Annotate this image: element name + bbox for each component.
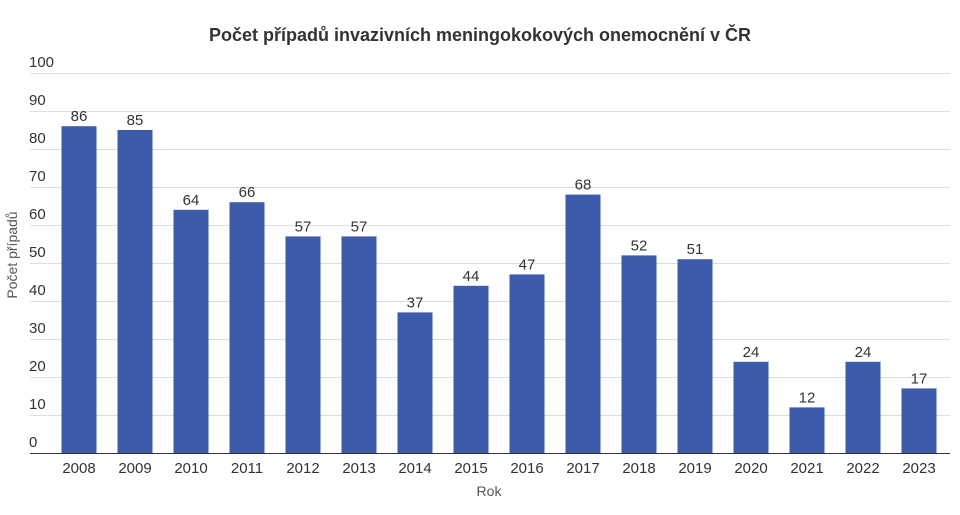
y-tick-label: 100 <box>29 54 54 71</box>
bar-value-label: 86 <box>71 108 88 125</box>
bar <box>565 194 601 453</box>
x-tick-label: 2009 <box>118 460 151 477</box>
bar <box>285 236 321 453</box>
y-tick-label: 20 <box>29 358 46 375</box>
x-tick-label: 2012 <box>286 460 319 477</box>
bar <box>173 209 209 453</box>
y-tick-label: 30 <box>29 320 46 337</box>
bar <box>677 259 713 453</box>
bar-value-label: 85 <box>127 112 144 129</box>
x-tick-label: 2021 <box>790 460 823 477</box>
grid-lines <box>30 73 950 416</box>
x-tick-label: 2013 <box>342 460 375 477</box>
bar-value-label: 51 <box>687 241 704 258</box>
bar-value-label: 57 <box>351 218 368 235</box>
x-tick-label: 2018 <box>622 460 655 477</box>
bar <box>621 255 657 453</box>
bar <box>845 361 881 453</box>
x-tick-label: 2019 <box>678 460 711 477</box>
bar-value-label: 12 <box>799 389 816 406</box>
bar-value-label: 52 <box>631 237 648 254</box>
bars <box>61 126 937 453</box>
y-axis-ticks: 0 10 20 30 40 50 60 70 80 90 100 <box>29 54 54 451</box>
x-tick-label: 2020 <box>734 460 767 477</box>
bar-value-label: 44 <box>463 268 480 285</box>
y-tick-label: 0 <box>29 434 37 451</box>
bar-value-label: 64 <box>183 192 200 209</box>
y-tick-label: 40 <box>29 282 46 299</box>
bar-value-label: 66 <box>239 184 256 201</box>
x-tick-label: 2008 <box>62 460 95 477</box>
bar-value-label: 24 <box>743 344 760 361</box>
bar <box>341 236 377 453</box>
x-tick-label: 2017 <box>566 460 599 477</box>
bar <box>733 361 769 453</box>
y-tick-label: 70 <box>29 168 46 185</box>
bar <box>509 274 545 453</box>
x-tick-label: 2023 <box>902 460 935 477</box>
bar <box>453 285 489 453</box>
bar-value-label: 17 <box>911 370 928 387</box>
y-tick-label: 90 <box>29 92 46 109</box>
bar-value-label: 68 <box>575 177 592 194</box>
y-tick-label: 80 <box>29 130 46 147</box>
bar <box>61 126 97 453</box>
y-axis-title: Počet případů <box>4 211 20 298</box>
bar <box>397 312 433 453</box>
x-axis-title: Rok <box>477 483 503 499</box>
x-tick-label: 2010 <box>174 460 207 477</box>
bar <box>901 388 937 453</box>
x-axis-ticks: 2008 2009 2010 2011 2012 2013 2014 2015 2016 2017… <box>62 460 935 477</box>
x-tick-label: 2022 <box>846 460 879 477</box>
y-tick-label: 10 <box>29 396 46 413</box>
x-tick-label: 2014 <box>398 460 431 477</box>
bar-value-label: 37 <box>407 294 424 311</box>
bar-value-label: 47 <box>519 256 536 273</box>
y-tick-label: 50 <box>29 244 46 261</box>
data-labels: 86 85 64 66 57 57 37 44 47 68 52 51 24 12 24 17 <box>71 108 928 406</box>
x-tick-label: 2015 <box>454 460 487 477</box>
chart-title: Počet případů invazivních meningokokovýc… <box>209 24 751 45</box>
bar-value-label: 24 <box>855 344 872 361</box>
bar <box>789 407 825 453</box>
y-tick-label: 60 <box>29 206 46 223</box>
x-tick-label: 2011 <box>231 460 263 477</box>
bar <box>117 130 153 453</box>
x-tick-label: 2016 <box>510 460 543 477</box>
bar <box>229 202 265 453</box>
bar-value-label: 57 <box>295 218 312 235</box>
